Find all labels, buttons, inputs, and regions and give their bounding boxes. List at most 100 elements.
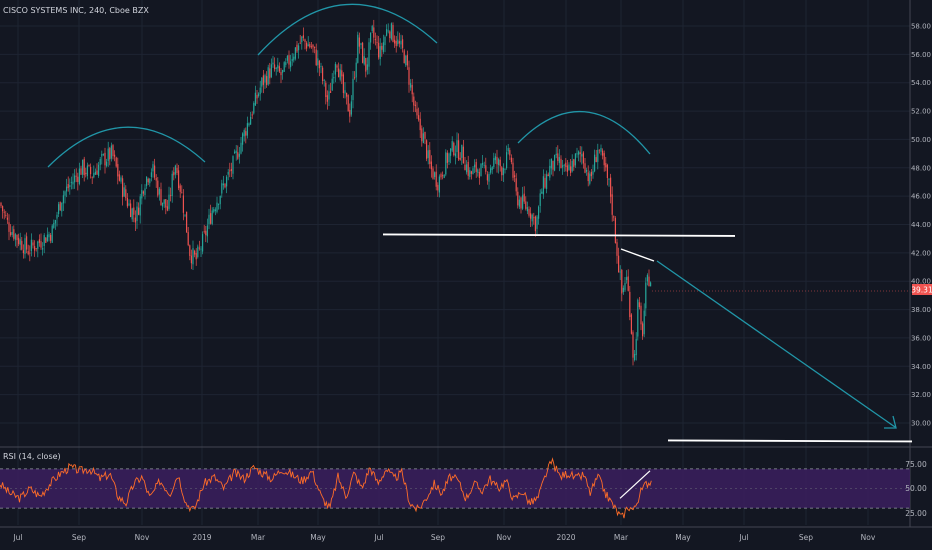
candle-body [192, 248, 194, 265]
candle-body [334, 63, 336, 75]
symbol-label[interactable]: CISCO SYSTEMS INC, 240, Cboe BZX [3, 6, 149, 15]
candle-body [586, 169, 588, 172]
y-tick-label: 38.00 [911, 306, 931, 314]
candle-body [171, 173, 173, 197]
candle-body [248, 123, 250, 126]
candle-body [550, 158, 552, 169]
candle-body [67, 183, 69, 189]
candle-body [534, 216, 536, 232]
candle-body [43, 235, 45, 247]
candle-body [163, 199, 165, 204]
candle-body [269, 68, 271, 79]
candle-body [419, 118, 421, 131]
candle-body [544, 177, 546, 188]
last-price-value: 39.31 [911, 286, 932, 295]
rsi-level-25: 25.00 [905, 509, 927, 518]
candle-body [285, 62, 287, 65]
candle-body [154, 165, 156, 178]
candle-body [392, 25, 394, 42]
candle-body [229, 170, 231, 172]
candle-body [365, 57, 367, 72]
candle-body [309, 44, 311, 48]
candle-body [101, 153, 103, 157]
candle-body [318, 60, 320, 69]
candle-body [130, 203, 132, 218]
candle-body [350, 101, 352, 115]
candle-body [459, 157, 461, 160]
candle-body [90, 166, 92, 175]
candle-body [224, 183, 226, 188]
candle-body [232, 156, 234, 174]
candle-body [598, 149, 600, 151]
candle-body [483, 165, 485, 167]
candle-body [182, 195, 184, 213]
x-tick-label: Jul [12, 533, 22, 542]
y-tick-label: 58.00 [911, 23, 931, 31]
candle-body [26, 236, 28, 250]
y-tick-label: 52.00 [911, 108, 931, 116]
candle-body [258, 93, 260, 96]
candle-body [190, 255, 192, 264]
price-divergence-line [620, 248, 655, 262]
x-tick-label: May [310, 533, 326, 542]
candle-body [648, 276, 650, 287]
candle-body [11, 231, 13, 235]
y-tick-label: 34.00 [911, 363, 931, 371]
candle-body [382, 42, 384, 52]
x-axis[interactable]: Jul Sep Nov 2019 Mar May Jul Sep Nov 2020 Mar May Ju… [12, 533, 875, 542]
candle-body [541, 191, 543, 194]
candle-body [205, 230, 207, 236]
candle-body [498, 159, 500, 166]
candle-body [389, 31, 391, 39]
candle-body [525, 201, 527, 209]
candle-body [251, 114, 253, 116]
candle-body [98, 164, 100, 176]
candle-body [99, 158, 101, 165]
candle-body [282, 70, 284, 73]
candle-body [522, 195, 524, 209]
y-axis[interactable]: 30.00 32.00 34.00 36.00 38.00 40.00 42.00 44.00… [911, 23, 931, 428]
candle-body [77, 176, 79, 183]
candle-body [610, 177, 612, 197]
candle-body [360, 43, 362, 45]
candle-body [230, 168, 232, 171]
candle-body [131, 208, 133, 220]
candle-body [115, 157, 117, 167]
candle-body [538, 206, 540, 219]
candle-body [642, 323, 644, 337]
candle-body [253, 103, 255, 114]
candle-body [499, 159, 501, 167]
candle-body [376, 41, 378, 43]
candle-body [573, 159, 575, 167]
candle-body [590, 171, 592, 177]
candle-body [390, 23, 392, 40]
candle-body [104, 152, 106, 166]
rsi-label[interactable]: RSI (14, close) [3, 452, 61, 461]
rsi-series [0, 457, 910, 519]
candle-body [349, 109, 351, 117]
candle-body [160, 189, 162, 206]
candle-body [408, 67, 410, 85]
candle-body [261, 77, 263, 87]
candle-body [48, 234, 50, 238]
candle-body [413, 96, 415, 106]
candle-body [531, 214, 533, 222]
candle-body [214, 209, 216, 211]
x-tick-label: Mar [251, 533, 266, 542]
candle-body [166, 206, 168, 211]
candle-body [560, 158, 562, 168]
candle-body [629, 291, 631, 318]
candle-body [565, 162, 567, 167]
x-tick-label: 2020 [556, 533, 575, 542]
candle-body [571, 160, 573, 172]
candle-body [75, 175, 77, 177]
candle-body [155, 178, 157, 181]
candle-body [478, 172, 480, 178]
candle-body [82, 159, 84, 175]
candle-body [352, 78, 354, 101]
candle-body [398, 41, 400, 44]
candle-body [611, 194, 613, 215]
candle-body [467, 161, 469, 176]
candle-body [594, 154, 596, 172]
